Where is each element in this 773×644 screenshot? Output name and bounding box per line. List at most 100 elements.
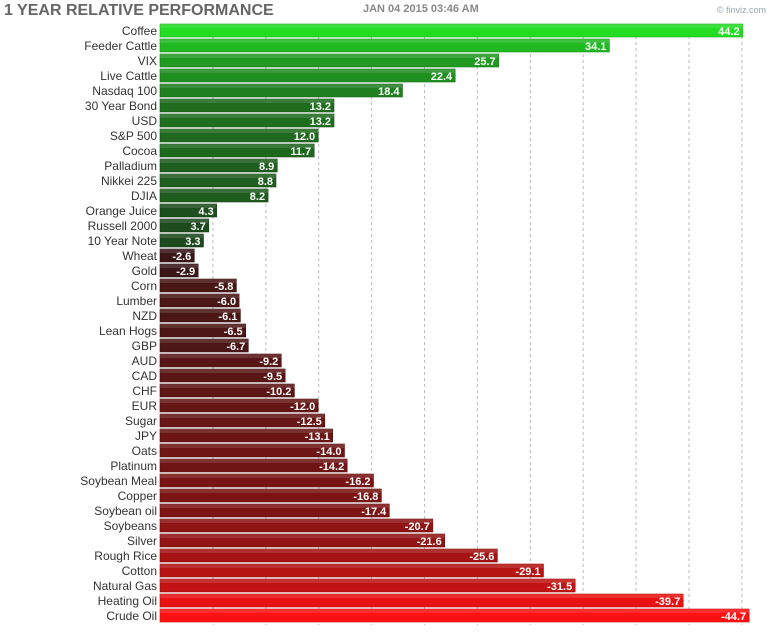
category-label: Russell 2000 bbox=[88, 219, 158, 233]
bar bbox=[159, 323, 246, 338]
bar-value-label: 25.7 bbox=[474, 56, 495, 68]
bar-highlight bbox=[160, 249, 195, 253]
bar-highlight bbox=[160, 414, 325, 418]
bar-highlight bbox=[160, 564, 544, 568]
bar bbox=[159, 338, 249, 353]
category-label: Copper bbox=[118, 489, 157, 503]
bar-highlight bbox=[160, 474, 374, 478]
bar-highlight bbox=[160, 264, 199, 268]
bar-highlight bbox=[160, 279, 237, 283]
bar bbox=[159, 383, 295, 398]
bar bbox=[159, 353, 282, 368]
category-label: CAD bbox=[132, 369, 158, 383]
bar-value-label: 12.0 bbox=[294, 131, 315, 143]
bar bbox=[159, 413, 326, 428]
category-label: Gold bbox=[132, 264, 157, 278]
bar-highlight bbox=[160, 594, 684, 598]
bar bbox=[159, 218, 210, 233]
bar-value-label: 8.9 bbox=[259, 161, 274, 173]
bar bbox=[159, 308, 241, 323]
category-label: Wheat bbox=[122, 249, 157, 263]
bar bbox=[159, 23, 743, 38]
category-label: NZD bbox=[132, 309, 157, 323]
bar bbox=[159, 143, 315, 158]
bar bbox=[159, 368, 286, 383]
bar-value-label: -16.2 bbox=[345, 476, 370, 488]
finviz-credit: © finviz.com bbox=[717, 5, 766, 15]
category-label: Feeder Cattle bbox=[84, 39, 157, 53]
bar-value-label: 34.1 bbox=[585, 41, 606, 53]
category-label: Soybeans bbox=[104, 519, 157, 533]
bar-value-label: -20.7 bbox=[405, 521, 430, 533]
bar-value-label: -21.6 bbox=[417, 536, 442, 548]
bar-value-label: 11.7 bbox=[290, 146, 311, 158]
bar-value-label: -17.4 bbox=[361, 506, 387, 518]
category-label: Orange Juice bbox=[86, 204, 158, 218]
category-label: Coffee bbox=[122, 24, 157, 38]
bar-highlight bbox=[160, 489, 382, 493]
bar bbox=[159, 248, 195, 263]
bar bbox=[159, 38, 610, 53]
bar-highlight bbox=[160, 234, 204, 238]
bar-highlight bbox=[160, 144, 315, 148]
category-label: Oats bbox=[132, 444, 157, 458]
bar-value-label: 13.2 bbox=[310, 101, 331, 113]
bar-highlight bbox=[160, 429, 333, 433]
bar bbox=[159, 128, 319, 143]
bar-highlight bbox=[160, 369, 286, 373]
bar-highlight bbox=[160, 114, 334, 118]
bar bbox=[159, 563, 544, 578]
bar-highlight bbox=[160, 549, 498, 553]
bar-value-label: -6.7 bbox=[226, 341, 245, 353]
chart-timestamp: JAN 04 2015 03:46 AM bbox=[363, 3, 479, 15]
bar-highlight bbox=[160, 519, 433, 523]
category-label: Rough Rice bbox=[94, 549, 157, 563]
bar-value-label: -14.2 bbox=[319, 461, 344, 473]
category-label: Corn bbox=[131, 279, 157, 293]
category-label: 30 Year Bond bbox=[85, 99, 157, 113]
category-label: Palladium bbox=[104, 159, 157, 173]
category-label: DJIA bbox=[131, 189, 157, 203]
category-label: Crude Oil bbox=[106, 609, 157, 623]
bar bbox=[159, 188, 269, 203]
bar-value-label: -16.8 bbox=[353, 491, 378, 503]
bar-value-label: -6.0 bbox=[217, 296, 236, 308]
bar bbox=[159, 488, 382, 503]
category-label: USD bbox=[132, 114, 158, 128]
bar-highlight bbox=[160, 159, 278, 163]
bar-highlight bbox=[160, 174, 276, 178]
bar-highlight bbox=[160, 24, 743, 28]
bar-highlight bbox=[160, 609, 750, 613]
category-label: Soybean Meal bbox=[80, 474, 157, 488]
bar bbox=[159, 503, 390, 518]
bar-highlight bbox=[160, 309, 241, 313]
bar-value-label: -13.1 bbox=[305, 431, 330, 443]
bar-value-label: 4.3 bbox=[198, 206, 213, 218]
bar-value-label: -5.8 bbox=[214, 281, 233, 293]
category-label: Cocoa bbox=[122, 144, 157, 158]
bar-highlight bbox=[160, 339, 249, 343]
bar-highlight bbox=[160, 504, 390, 508]
bar bbox=[159, 68, 456, 83]
category-label: JPY bbox=[135, 429, 157, 443]
bar-value-label: -2.9 bbox=[176, 266, 195, 278]
bar-value-label: -39.7 bbox=[655, 596, 680, 608]
bar-highlight bbox=[160, 189, 269, 193]
bar-value-label: 8.2 bbox=[250, 191, 265, 203]
category-label: AUD bbox=[132, 354, 158, 368]
bar bbox=[159, 263, 199, 278]
category-label: Cotton bbox=[122, 564, 157, 578]
bar-highlight bbox=[160, 204, 217, 208]
bar-highlight bbox=[160, 324, 246, 328]
bar bbox=[159, 443, 345, 458]
bar bbox=[159, 83, 403, 98]
category-label: Heating Oil bbox=[98, 594, 157, 608]
bar-value-label: -9.5 bbox=[263, 371, 282, 383]
category-label: Soybean oil bbox=[94, 504, 157, 518]
category-label: Nasdaq 100 bbox=[92, 84, 157, 98]
category-label: 10 Year Note bbox=[88, 234, 158, 248]
bar-value-label: 18.4 bbox=[378, 86, 400, 98]
bar-value-label: 13.2 bbox=[310, 116, 331, 128]
bar-highlight bbox=[160, 219, 209, 223]
